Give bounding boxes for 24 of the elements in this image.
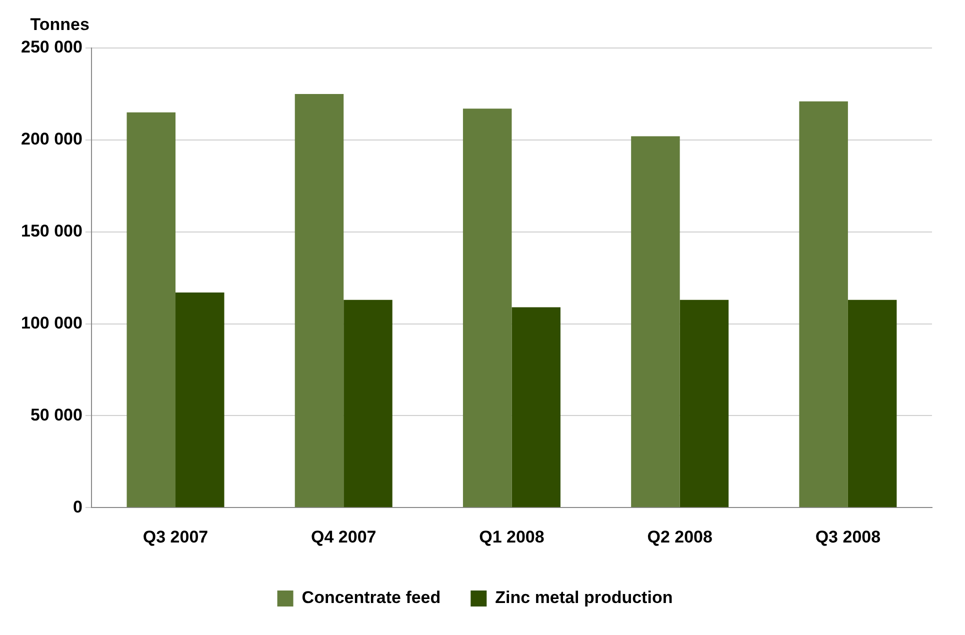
bar <box>848 300 897 508</box>
y-tick-label: 100 000 <box>21 313 82 332</box>
y-axis-title: Tonnes <box>30 15 90 34</box>
bar <box>631 136 680 508</box>
bar <box>799 101 848 508</box>
x-tick-label: Q3 2007 <box>142 527 208 546</box>
bar <box>462 108 512 508</box>
legend-label: Zinc metal production <box>495 588 673 608</box>
x-tick-label: Q1 2008 <box>479 527 544 546</box>
y-tick-label: 200 000 <box>21 130 82 149</box>
y-tick-label: 50 000 <box>30 405 82 424</box>
bar <box>294 94 344 508</box>
bar <box>126 112 176 508</box>
bar <box>176 292 224 508</box>
legend-label: Concentrate feed <box>302 588 441 608</box>
x-tick-label: Q2 2008 <box>647 527 712 546</box>
x-tick-label: Q4 2007 <box>311 527 376 546</box>
bar <box>344 300 392 508</box>
bar <box>512 307 560 508</box>
y-tick-label: 250 000 <box>21 38 82 57</box>
bar <box>680 300 729 508</box>
y-tick-label: 150 000 <box>21 222 82 241</box>
x-tick-label: Q3 2008 <box>815 527 881 546</box>
y-tick-label: 0 <box>72 497 82 516</box>
